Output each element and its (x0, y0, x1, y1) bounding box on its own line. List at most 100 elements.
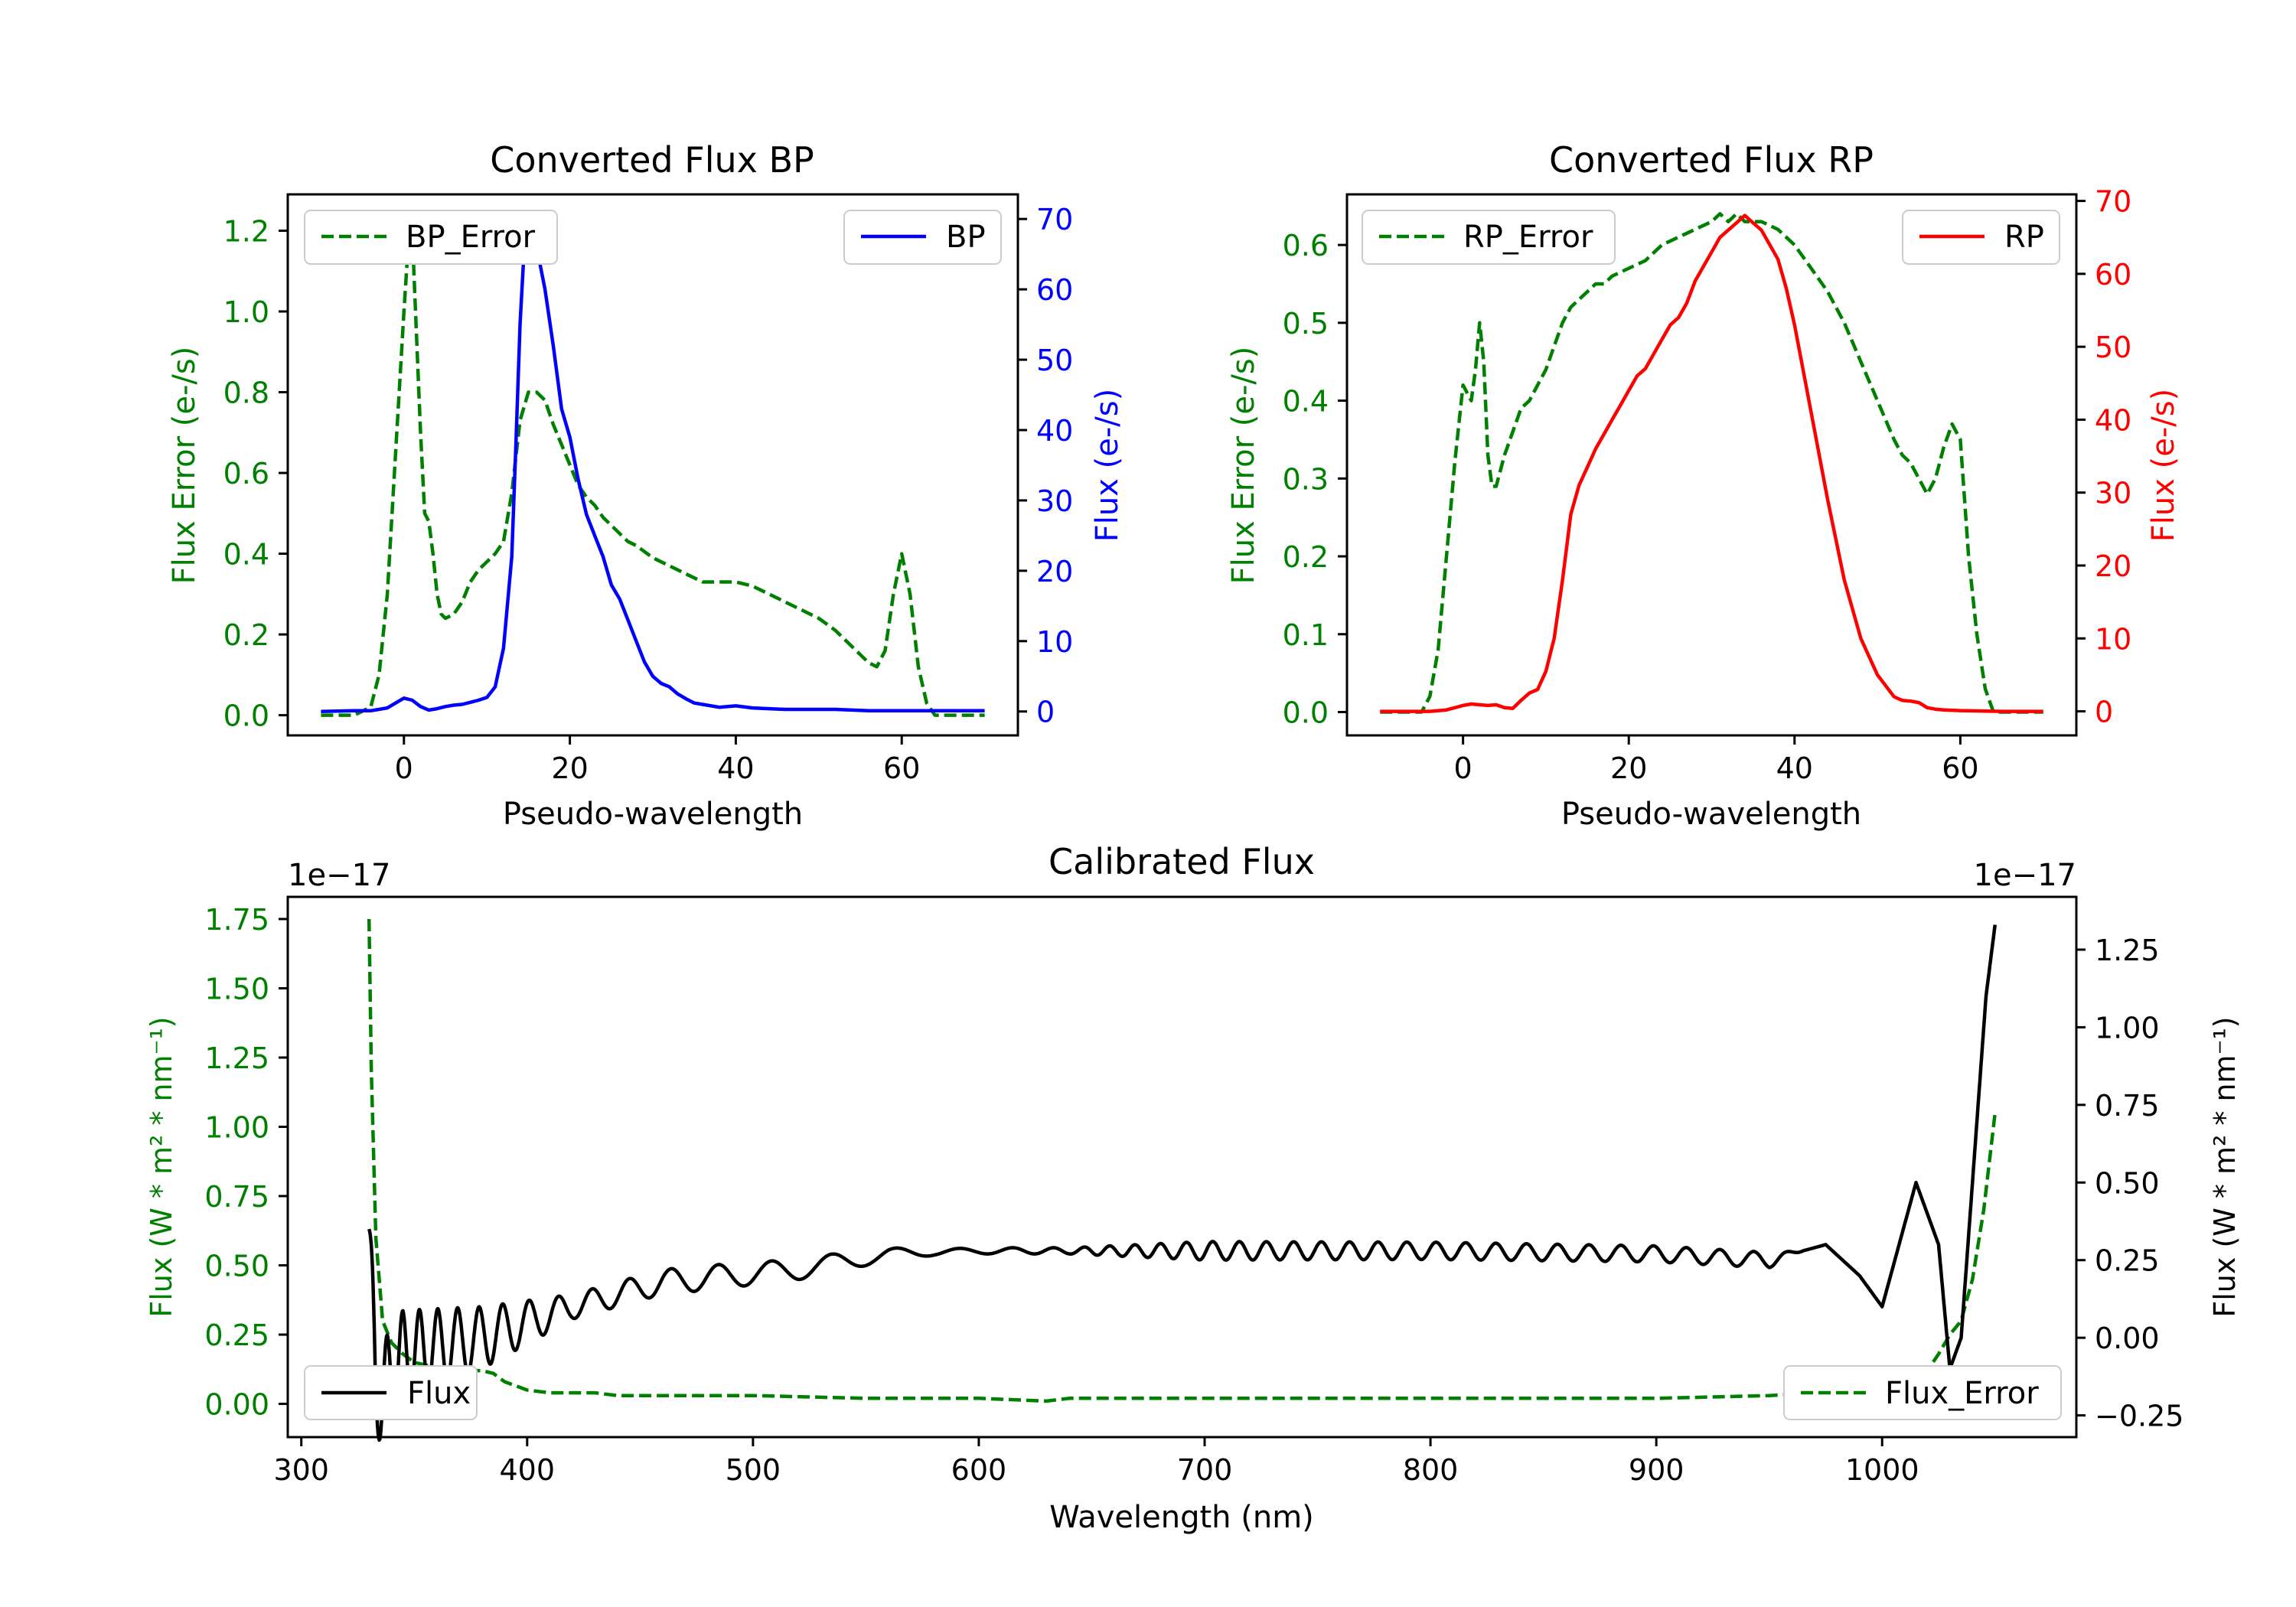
cal-legend-left: Flux (304, 1365, 478, 1420)
rp-xtick-label: 0 (1454, 751, 1473, 785)
bp-ytick-right-label: 70 (1036, 203, 1073, 236)
rp-xtick-label: 60 (1942, 751, 1978, 785)
rp-xlabel: Pseudo-wavelength (1561, 797, 1861, 832)
rp-xticks: 0 20 40 60 (1454, 735, 1979, 785)
bp-ytick-right-label: 60 (1036, 273, 1073, 307)
rp-yticks-right: 0 10 20 30 40 50 60 70 (2076, 185, 2131, 729)
cal-title: Calibrated Flux (1049, 841, 1315, 882)
cal-frame (286, 895, 2078, 1439)
rp-ytick-left-label: 0.1 (1283, 618, 1329, 652)
bp-ytick-left-label: 0.0 (223, 699, 269, 733)
bp-ytick-right-label: 40 (1036, 414, 1073, 448)
cal-flux-series (367, 924, 1998, 1442)
cal-ytick-left-label: 0.00 (204, 1388, 269, 1422)
bp-ytick-left-label: 1.0 (223, 295, 269, 329)
panel-bp: Converted Flux BP 0 20 40 60 0.00.20.40.60.… (167, 139, 1125, 832)
cal-ytick-left-label: 0.50 (204, 1250, 269, 1283)
cal-ytick-right-label: 1.00 (2095, 1011, 2160, 1045)
rp-ytick-right-label: 10 (2095, 622, 2131, 656)
cal-legend-right: Flux_Error (1783, 1365, 2062, 1420)
rp-legend-label: RP (2004, 220, 2044, 255)
rp-ytick-left-label: 0.3 (1283, 462, 1329, 496)
bp-frame (286, 193, 1019, 737)
bp-xtick-label: 60 (883, 751, 920, 785)
rp-title: Converted Flux RP (1549, 139, 1874, 181)
cal-ytick-left-label: 1.50 (204, 972, 269, 1006)
rp-frame (1345, 193, 2078, 737)
rp-ytick-left-label: 0.0 (1283, 696, 1329, 729)
cal-xtick-label: 400 (500, 1453, 556, 1487)
rp-ytick-right-label: 20 (2095, 549, 2131, 583)
rp-xtick-label: 20 (1610, 751, 1647, 785)
cal-legend-error-label: Flux_Error (1885, 1376, 2039, 1411)
cal-ytick-right-label: 0.75 (2095, 1089, 2160, 1123)
rp-ytick-right-label: 0 (2095, 696, 2113, 729)
rp-error-series (1380, 212, 2043, 714)
cal-ytick-right-label: 0.00 (2095, 1322, 2160, 1355)
bp-ytick-left-label: 0.6 (223, 457, 269, 491)
rp-ytick-right-label: 30 (2095, 477, 2131, 510)
cal-xlabel: Wavelength (nm) (1049, 1500, 1314, 1535)
rp-legend-left: RP_Error (1362, 210, 1616, 265)
rp-ylabel-right: Flux (e-/s) (2146, 389, 2181, 542)
cal-xtick-label: 300 (273, 1453, 329, 1487)
bp-ytick-left-label: 0.8 (223, 376, 269, 410)
rp-plot (1380, 212, 2043, 714)
bp-ytick-right-label: 30 (1036, 484, 1073, 518)
cal-xtick-label: 900 (1629, 1453, 1684, 1487)
cal-ytick-left-label: 1.25 (204, 1041, 269, 1075)
rp-ytick-right-label: 40 (2095, 403, 2131, 437)
cal-ytick-right-label: 0.25 (2095, 1244, 2160, 1278)
cal-offset-right: 1e−17 (1974, 858, 2076, 893)
rp-xtick-label: 40 (1776, 751, 1813, 785)
bp-legend-left: BP_Error (304, 210, 558, 265)
bp-legend-right: BP (843, 210, 1002, 265)
bp-ytick-right-label: 0 (1036, 696, 1055, 729)
cal-ytick-left-label: 1.00 (204, 1111, 269, 1145)
panel-cal: Calibrated Flux 1e−17 1e−17 300 400 500 600… (145, 841, 2242, 1535)
cal-ytick-right-label: 0.50 (2095, 1166, 2160, 1200)
bp-title: Converted Flux BP (490, 139, 814, 181)
bp-xtick-label: 0 (395, 751, 413, 785)
rp-series (1380, 214, 2043, 713)
rp-ytick-left-label: 0.2 (1283, 540, 1329, 574)
cal-xtick-label: 700 (1177, 1453, 1233, 1487)
bp-xtick-label: 40 (717, 751, 754, 785)
bp-ytick-left-label: 0.4 (223, 538, 269, 572)
bp-yticks-left: 0.0 0.2 0.4 0.6 0.8 1.0 1.2 (223, 214, 288, 733)
cal-yticks-right: −0.25 0.00 0.25 0.50 0.75 1.00 1.25 (2076, 934, 2183, 1433)
rp-ytick-right-label: 50 (2095, 331, 2131, 364)
cal-ylabel-right: Flux (W * m² * nm⁻¹) (2208, 1016, 2242, 1317)
rp-legend-error-label: RP_Error (1463, 220, 1593, 255)
bp-series (321, 217, 985, 713)
cal-ytick-left-label: 1.75 (204, 903, 269, 937)
cal-xticks: 300 400 500 600 700 800 900 1000 (273, 1437, 1919, 1487)
rp-ytick-left-label: 0.5 (1283, 307, 1329, 341)
cal-xtick-label: 1000 (1845, 1453, 1919, 1487)
cal-ytick-right-label: 1.25 (2095, 934, 2160, 967)
panel-rp: Converted Flux RP 0 20 40 60 0.0 0.1 0.2 0.3 0.… (1226, 139, 2181, 832)
cal-xtick-label: 500 (726, 1453, 781, 1487)
bp-xtick-label: 20 (551, 751, 588, 785)
cal-xtick-label: 600 (951, 1453, 1007, 1487)
cal-yticks-left: 0.00 0.25 0.50 0.75 1.00 1.25 1.50 1.75 (204, 903, 288, 1422)
cal-legend-flux-label: Flux (407, 1376, 471, 1411)
rp-ylabel-left: Flux Error (e-/s) (1226, 347, 1261, 585)
bp-ytick-right-label: 10 (1036, 625, 1073, 659)
bp-legend-error-label: BP_Error (406, 220, 536, 255)
cal-plot (367, 918, 1998, 1442)
bp-xlabel: Pseudo-wavelength (503, 797, 803, 832)
bp-ylabel-right: Flux (e-/s) (1090, 389, 1125, 542)
bp-ylabel-left: Flux Error (e-/s) (167, 347, 202, 585)
bp-plot (321, 217, 985, 717)
cal-ytick-left-label: 0.25 (204, 1319, 269, 1352)
bp-ytick-left-label: 1.2 (223, 214, 269, 248)
bp-ytick-right-label: 50 (1036, 344, 1073, 377)
bp-ytick-right-label: 20 (1036, 555, 1073, 588)
bp-error-series (321, 229, 985, 717)
cal-ylabel-left: Flux (W * m² * nm⁻¹) (145, 1016, 178, 1317)
bp-yticks-right: 0 10 20 30 40 50 60 70 (1018, 203, 1073, 729)
rp-ytick-left-label: 0.4 (1283, 385, 1329, 419)
bp-ytick-left-label: 0.2 (223, 618, 269, 652)
